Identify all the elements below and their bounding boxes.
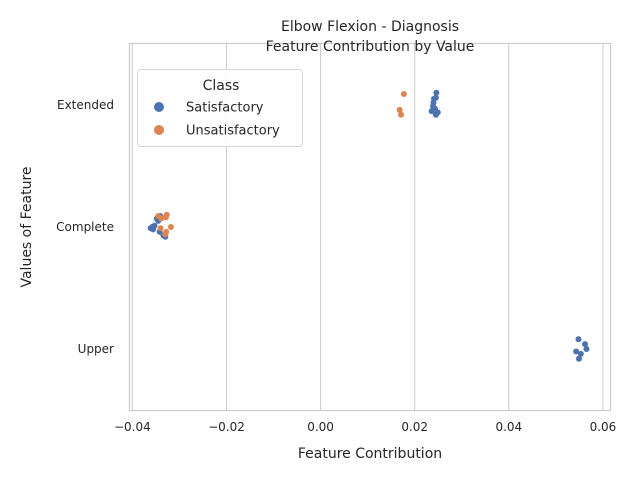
x-tick-label: −0.04 (114, 420, 151, 434)
legend-marker-unsatisfactory (154, 125, 164, 135)
data-point (400, 91, 407, 98)
data-point (575, 355, 582, 362)
data-point (433, 89, 440, 96)
legend-box (137, 69, 303, 147)
data-point (432, 111, 439, 118)
data-point (573, 348, 580, 355)
data-points (147, 89, 590, 362)
y-tick-label: Upper (78, 342, 114, 356)
legend-title: Class (203, 78, 240, 94)
legend-label-unsatisfactory: Unsatisfactory (186, 124, 280, 139)
plot-frame (128, 42, 612, 412)
data-point (167, 224, 174, 230)
y-tick-label: Extended (57, 98, 114, 112)
data-point (577, 350, 584, 357)
data-point (428, 108, 435, 115)
data-point (150, 226, 157, 233)
x-tick-label: 0.04 (495, 420, 522, 434)
x-tick-label: −0.02 (208, 420, 245, 434)
data-point (575, 336, 582, 343)
y-axis-label: Values of Feature (19, 166, 35, 287)
data-point (157, 225, 164, 232)
legend-label-satisfactory: Satisfactory (186, 101, 264, 116)
data-point (398, 111, 405, 118)
x-tick-label: 0.00 (307, 420, 334, 434)
x-tick-label: 0.02 (401, 420, 428, 434)
data-point (162, 231, 169, 238)
y-tick-label: Complete (56, 220, 114, 234)
x-axis-ticks: −0.04 −0.02 0.00 0.02 0.04 0.06 (114, 420, 616, 434)
data-point (583, 346, 590, 352)
data-point (162, 214, 169, 221)
x-axis-label: Feature Contribution (298, 446, 442, 462)
legend: Class Satisfactory Unsatisfactory (137, 69, 303, 147)
legend-marker-satisfactory (154, 102, 164, 112)
data-point (396, 106, 403, 113)
data-point (582, 341, 589, 348)
chart-title-line-2: Feature Contribution by Value (266, 39, 475, 55)
chart-title-line-1: Elbow Flexion - Diagnosis (281, 19, 459, 35)
x-tick-label: 0.06 (590, 420, 617, 434)
y-axis-ticks: Extended Complete Upper (56, 98, 114, 356)
data-point (155, 213, 162, 220)
